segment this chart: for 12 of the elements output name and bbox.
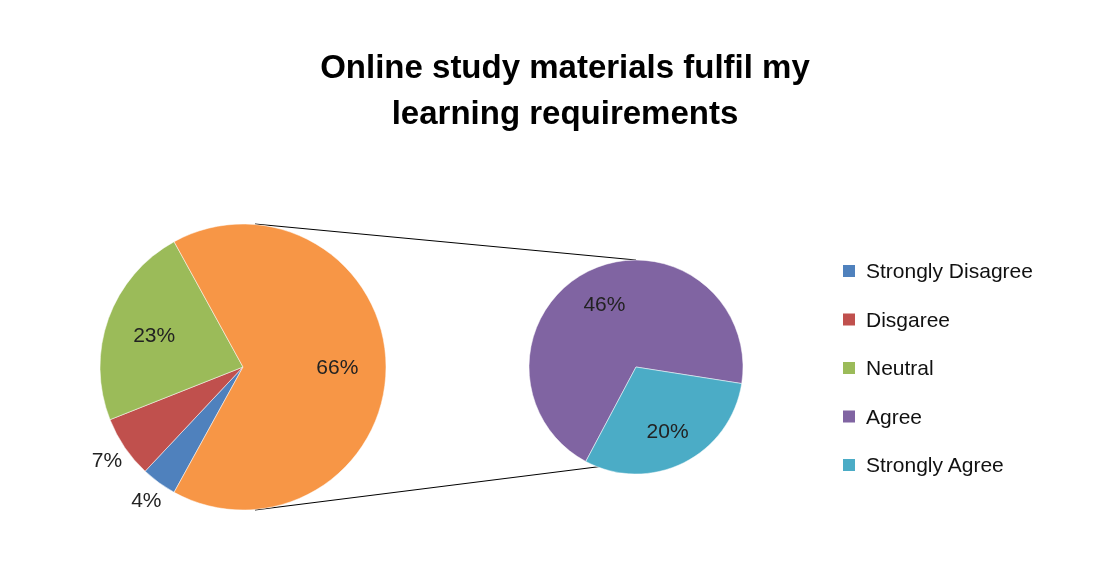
legend-label: Strongly Agree: [866, 453, 1004, 477]
chart-title: Online study materials fulfil my learning requirements: [320, 48, 811, 131]
data-label: 46%: [583, 292, 626, 316]
data-label: 20%: [646, 418, 689, 442]
legend-label: Neutral: [866, 356, 934, 380]
legend-label: Disgaree: [866, 307, 951, 331]
data-label: 66%: [316, 355, 359, 379]
legend-label: Agree: [866, 404, 923, 428]
data-label: 4%: [131, 488, 162, 512]
data-label: 7%: [91, 447, 123, 471]
legend-label: Strongly Disagree: [866, 259, 1033, 283]
data-label: 23%: [133, 323, 176, 347]
